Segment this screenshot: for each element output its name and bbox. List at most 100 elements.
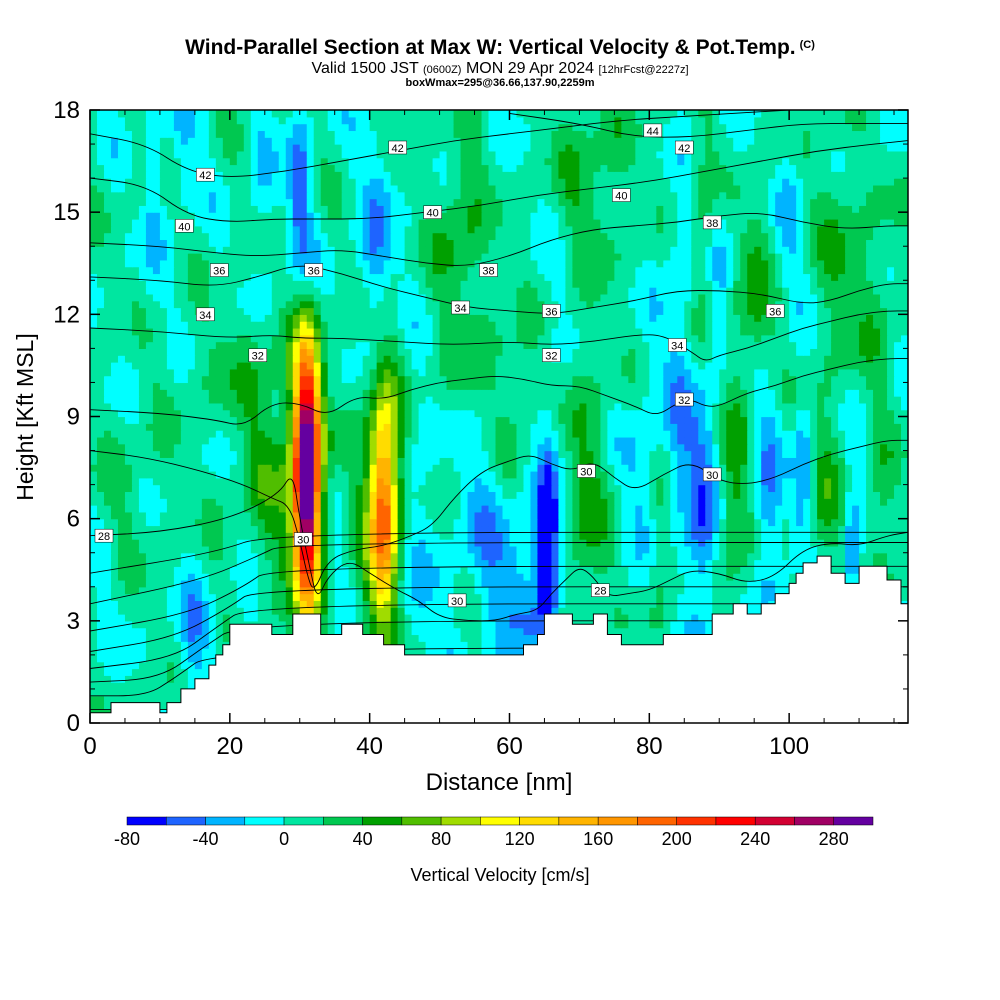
velocity-cell xyxy=(677,491,685,499)
velocity-cell xyxy=(698,566,706,574)
velocity-cell xyxy=(187,491,196,499)
velocity-cell xyxy=(789,559,797,567)
velocity-cell xyxy=(901,586,908,595)
velocity-cell xyxy=(285,532,294,540)
velocity-cell xyxy=(117,525,126,533)
velocity-cell xyxy=(761,436,769,445)
velocity-cell xyxy=(96,661,105,670)
velocity-cell xyxy=(579,430,587,438)
velocity-cell xyxy=(152,511,161,520)
velocity-cell xyxy=(642,566,650,574)
velocity-cell xyxy=(698,620,706,629)
velocity-cell xyxy=(243,436,252,445)
velocity-cell xyxy=(530,443,539,452)
velocity-cell xyxy=(691,484,699,493)
velocity-cell xyxy=(586,525,594,533)
velocity-cell xyxy=(145,648,154,656)
velocity-cell xyxy=(187,682,196,690)
velocity-cell xyxy=(691,498,699,506)
velocity-cell xyxy=(208,552,217,561)
velocity-cell xyxy=(222,436,231,445)
velocity-cell xyxy=(565,430,574,438)
velocity-cell xyxy=(166,682,175,690)
velocity-cell xyxy=(138,484,147,493)
velocity-cell xyxy=(523,573,532,581)
velocity-cell xyxy=(754,566,762,574)
velocity-cell xyxy=(691,491,699,499)
velocity-cell xyxy=(677,586,685,595)
velocity-cell xyxy=(600,457,608,465)
velocity-cell xyxy=(446,634,455,642)
velocity-cell xyxy=(299,511,308,520)
velocity-cell xyxy=(418,593,427,601)
velocity-cell xyxy=(649,573,657,581)
velocity-cell xyxy=(376,498,385,506)
velocity-cell xyxy=(775,457,783,465)
velocity-cell xyxy=(166,491,175,499)
velocity-cell xyxy=(705,498,713,506)
velocity-cell xyxy=(334,573,343,581)
velocity-cell xyxy=(397,457,406,465)
velocity-cell xyxy=(782,511,790,520)
velocity-cell xyxy=(299,600,308,608)
velocity-cell xyxy=(495,648,504,656)
velocity-cell xyxy=(334,559,343,567)
velocity-cell xyxy=(684,573,692,581)
velocity-cell xyxy=(502,634,511,642)
velocity-cell xyxy=(229,443,238,452)
velocity-cell xyxy=(866,505,874,513)
velocity-cell xyxy=(810,477,818,486)
velocity-cell xyxy=(621,443,629,452)
velocity-cell xyxy=(124,559,133,567)
velocity-cell xyxy=(453,579,462,588)
velocity-cell xyxy=(586,566,594,574)
velocity-cell xyxy=(278,566,287,574)
velocity-cell xyxy=(306,518,315,527)
velocity-cell xyxy=(90,525,98,533)
velocity-cell xyxy=(677,477,685,486)
velocity-cell xyxy=(600,593,608,601)
velocity-cell xyxy=(222,484,231,493)
velocity-cell xyxy=(131,443,140,452)
velocity-cell xyxy=(565,552,574,561)
velocity-cell xyxy=(432,579,441,588)
velocity-cell xyxy=(117,682,126,690)
velocity-cell xyxy=(747,477,755,486)
velocity-cell xyxy=(663,477,671,486)
velocity-cell xyxy=(474,477,483,486)
velocity-cell xyxy=(537,586,546,595)
velocity-cell xyxy=(362,566,371,574)
velocity-cell xyxy=(901,443,908,452)
velocity-cell xyxy=(390,614,399,622)
velocity-cell xyxy=(390,457,399,465)
velocity-cell xyxy=(425,545,434,554)
velocity-cell xyxy=(250,532,259,540)
velocity-cell xyxy=(166,518,175,527)
velocity-cell xyxy=(278,525,287,533)
velocity-cell xyxy=(243,600,252,608)
velocity-cell xyxy=(628,614,636,622)
velocity-cell xyxy=(530,545,539,554)
velocity-cell xyxy=(488,586,497,595)
velocity-cell xyxy=(796,518,804,527)
velocity-cell xyxy=(173,470,182,479)
velocity-cell xyxy=(880,518,888,527)
velocity-cell xyxy=(159,443,168,452)
velocity-cell xyxy=(887,470,895,479)
velocity-cell xyxy=(761,532,769,540)
velocity-cell xyxy=(229,470,238,479)
velocity-cell xyxy=(509,505,518,513)
velocity-cell xyxy=(775,470,783,479)
velocity-cell xyxy=(131,648,140,656)
velocity-cell xyxy=(425,552,434,561)
velocity-cell xyxy=(495,614,504,622)
velocity-cell xyxy=(481,477,490,486)
velocity-cell xyxy=(761,545,769,554)
velocity-cell xyxy=(635,470,643,479)
velocity-cell xyxy=(110,464,119,472)
velocity-cell xyxy=(348,498,357,506)
velocity-cell xyxy=(145,484,154,493)
velocity-cell xyxy=(236,464,245,472)
velocity-cell xyxy=(243,443,252,452)
velocity-cell xyxy=(446,545,455,554)
